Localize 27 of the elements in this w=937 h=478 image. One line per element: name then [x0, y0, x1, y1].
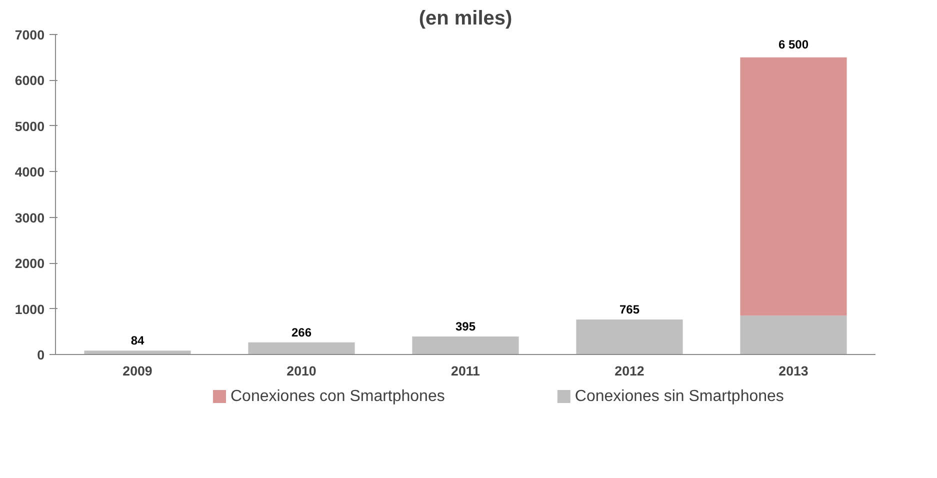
x-tick-label: 2011 [451, 364, 481, 378]
chart-title: (en miles) [418, 8, 512, 30]
y-tick-label: 3000 [14, 210, 45, 226]
legend-label: Conexiones con Smartphones [230, 388, 445, 405]
bar [576, 320, 683, 354]
total-label: 765 [619, 302, 640, 317]
legend-label: Conexiones sin Smartphones [574, 388, 784, 405]
bar [412, 336, 519, 354]
bar [740, 57, 847, 316]
y-tick-label: 1000 [14, 302, 45, 317]
x-tick-label: 2009 [122, 364, 152, 378]
y-tick-label: 7000 [14, 28, 45, 42]
y-tick-label: 4000 [14, 164, 45, 180]
bar [740, 316, 847, 354]
total-label: 395 [455, 319, 476, 334]
y-tick-label: 0 [37, 348, 45, 362]
bar [84, 350, 191, 354]
x-tick-label: 2010 [286, 364, 316, 378]
x-tick-label: 2013 [778, 364, 808, 378]
total-label: 266 [291, 325, 312, 340]
y-tick-label: 2000 [14, 256, 45, 272]
bar [248, 342, 355, 354]
y-tick-label: 6000 [14, 73, 45, 88]
y-tick-label: 5000 [14, 118, 45, 134]
x-tick-label: 2012 [614, 364, 644, 378]
total-label: 6 500 [778, 37, 809, 52]
total-label: 84 [130, 334, 144, 348]
